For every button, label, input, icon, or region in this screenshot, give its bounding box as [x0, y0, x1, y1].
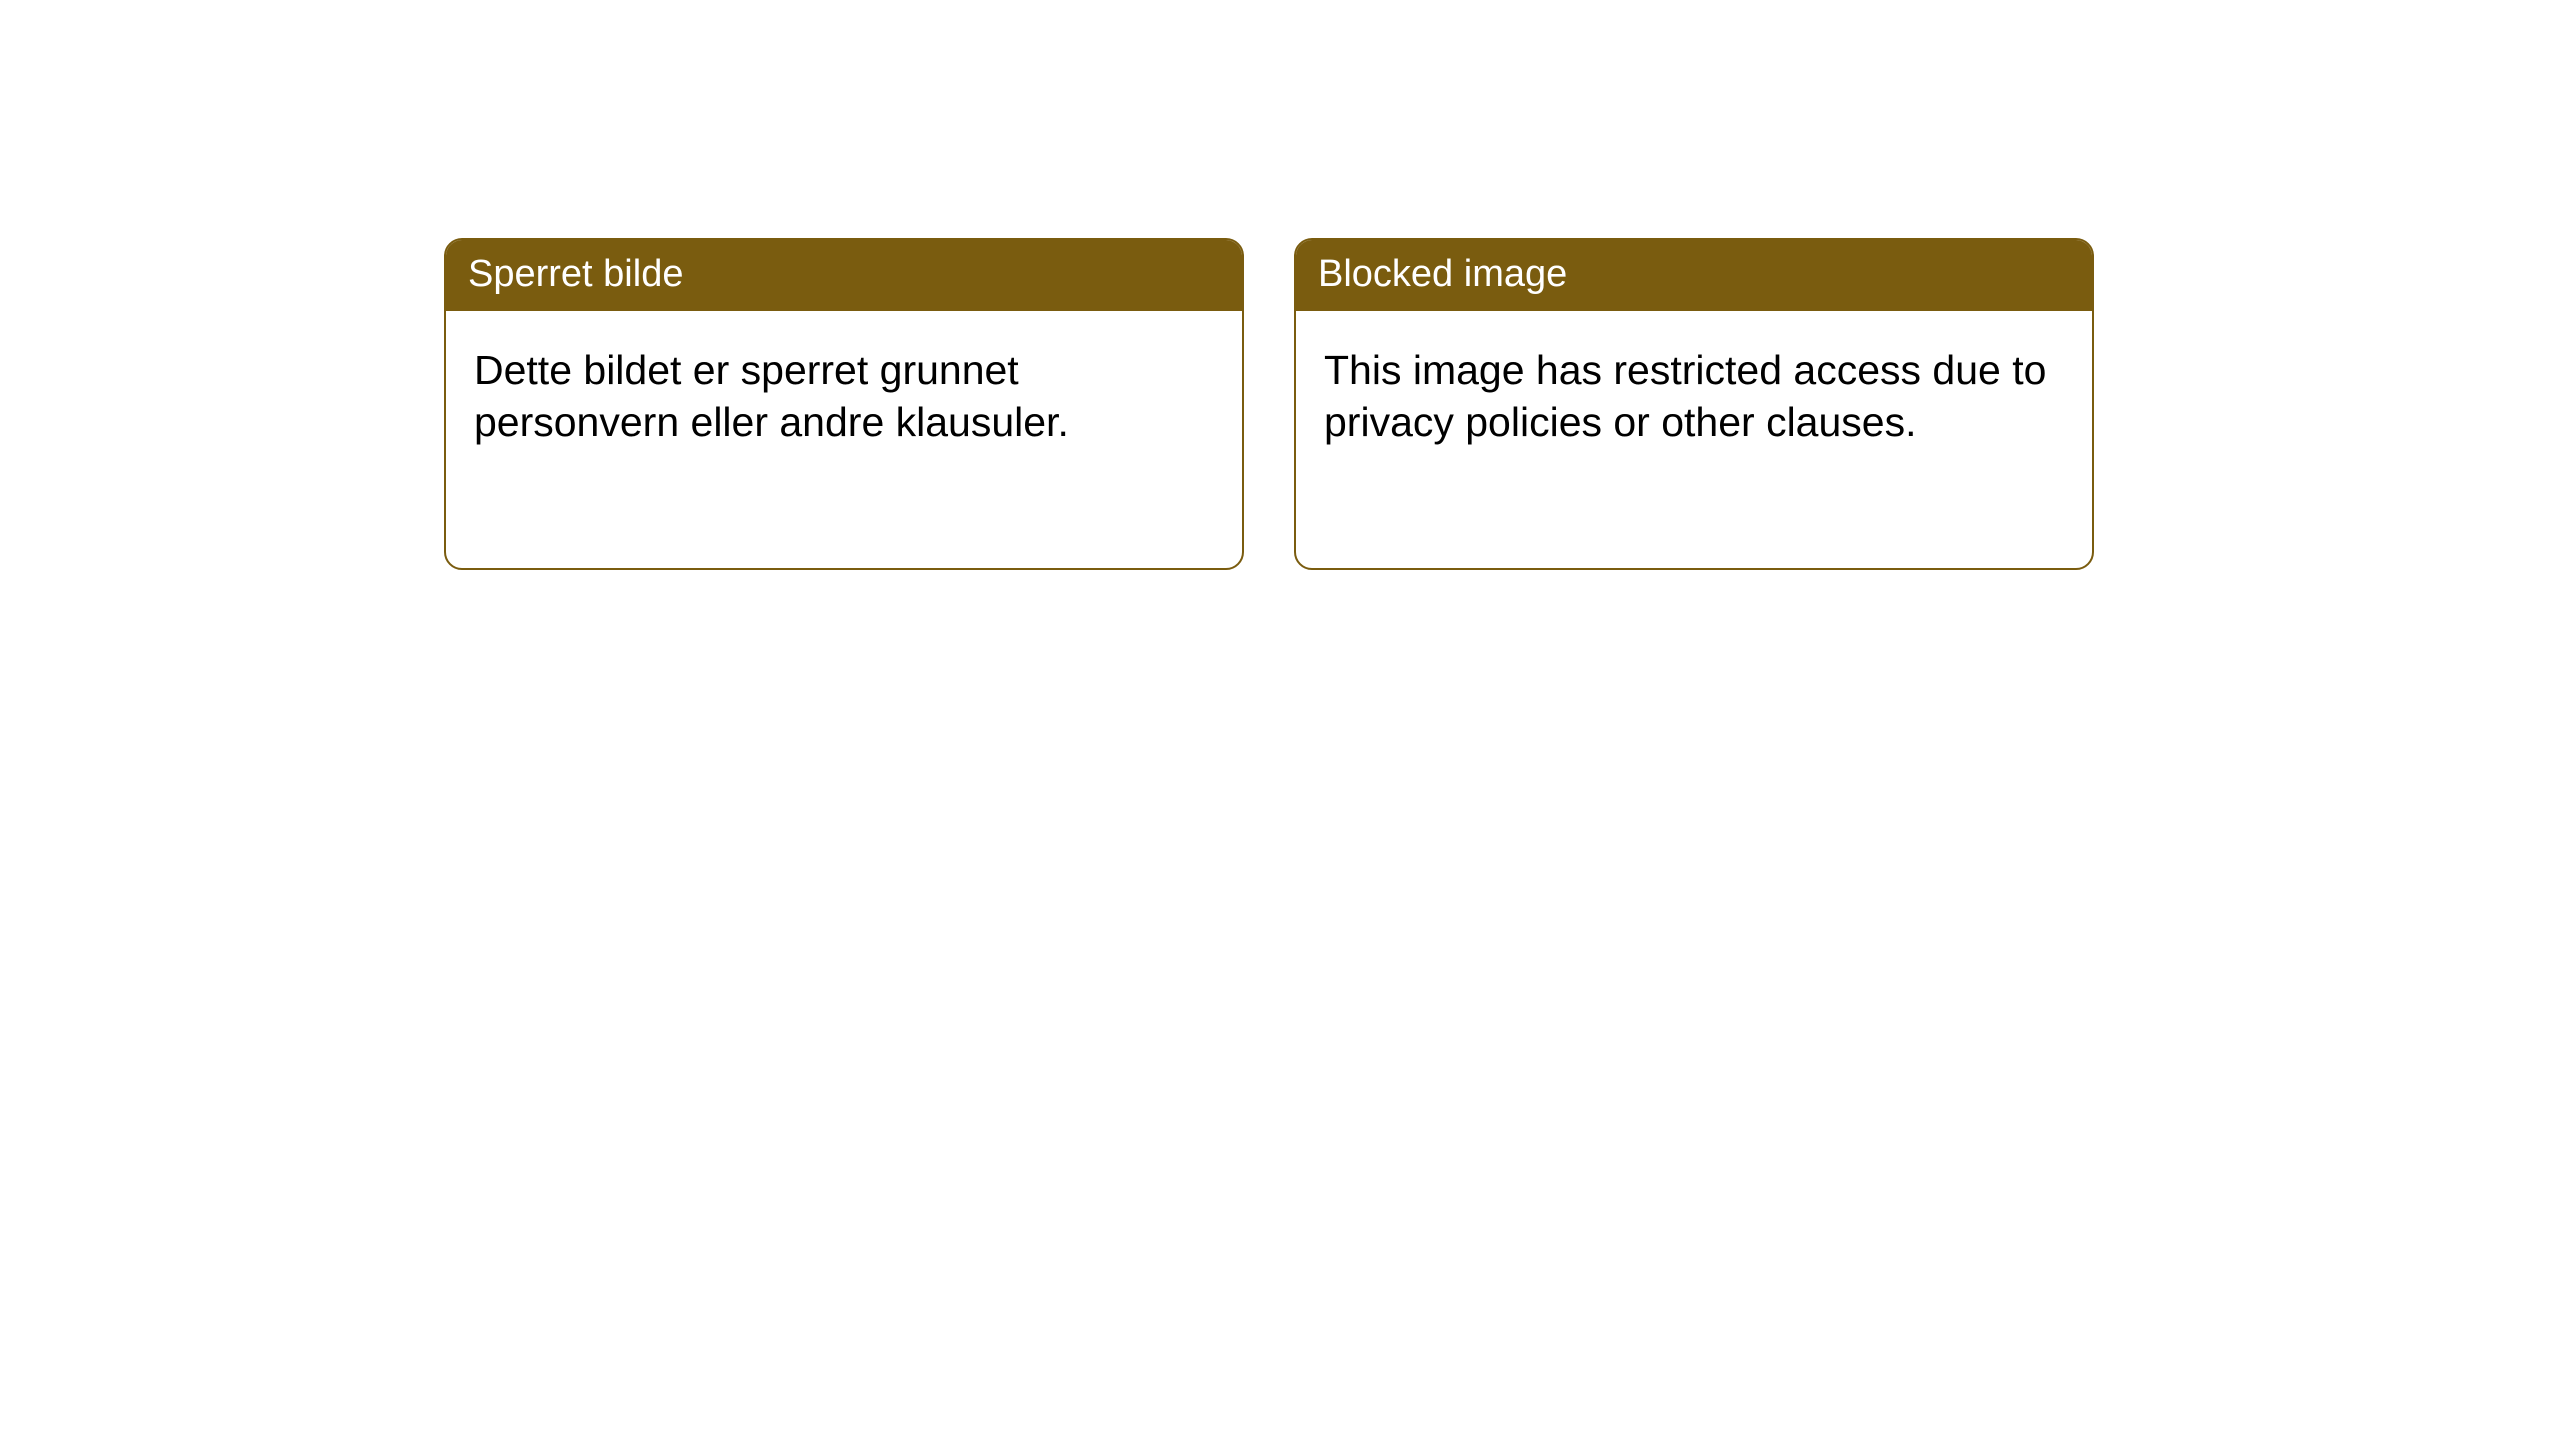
message-header-english: Blocked image — [1296, 240, 2092, 311]
message-body-norwegian: Dette bildet er sperret grunnet personve… — [446, 311, 1242, 482]
message-body-english: This image has restricted access due to … — [1296, 311, 2092, 482]
message-box-norwegian: Sperret bilde Dette bildet er sperret gr… — [444, 238, 1244, 570]
message-header-norwegian: Sperret bilde — [446, 240, 1242, 311]
message-container: Sperret bilde Dette bildet er sperret gr… — [0, 0, 2560, 570]
message-box-english: Blocked image This image has restricted … — [1294, 238, 2094, 570]
